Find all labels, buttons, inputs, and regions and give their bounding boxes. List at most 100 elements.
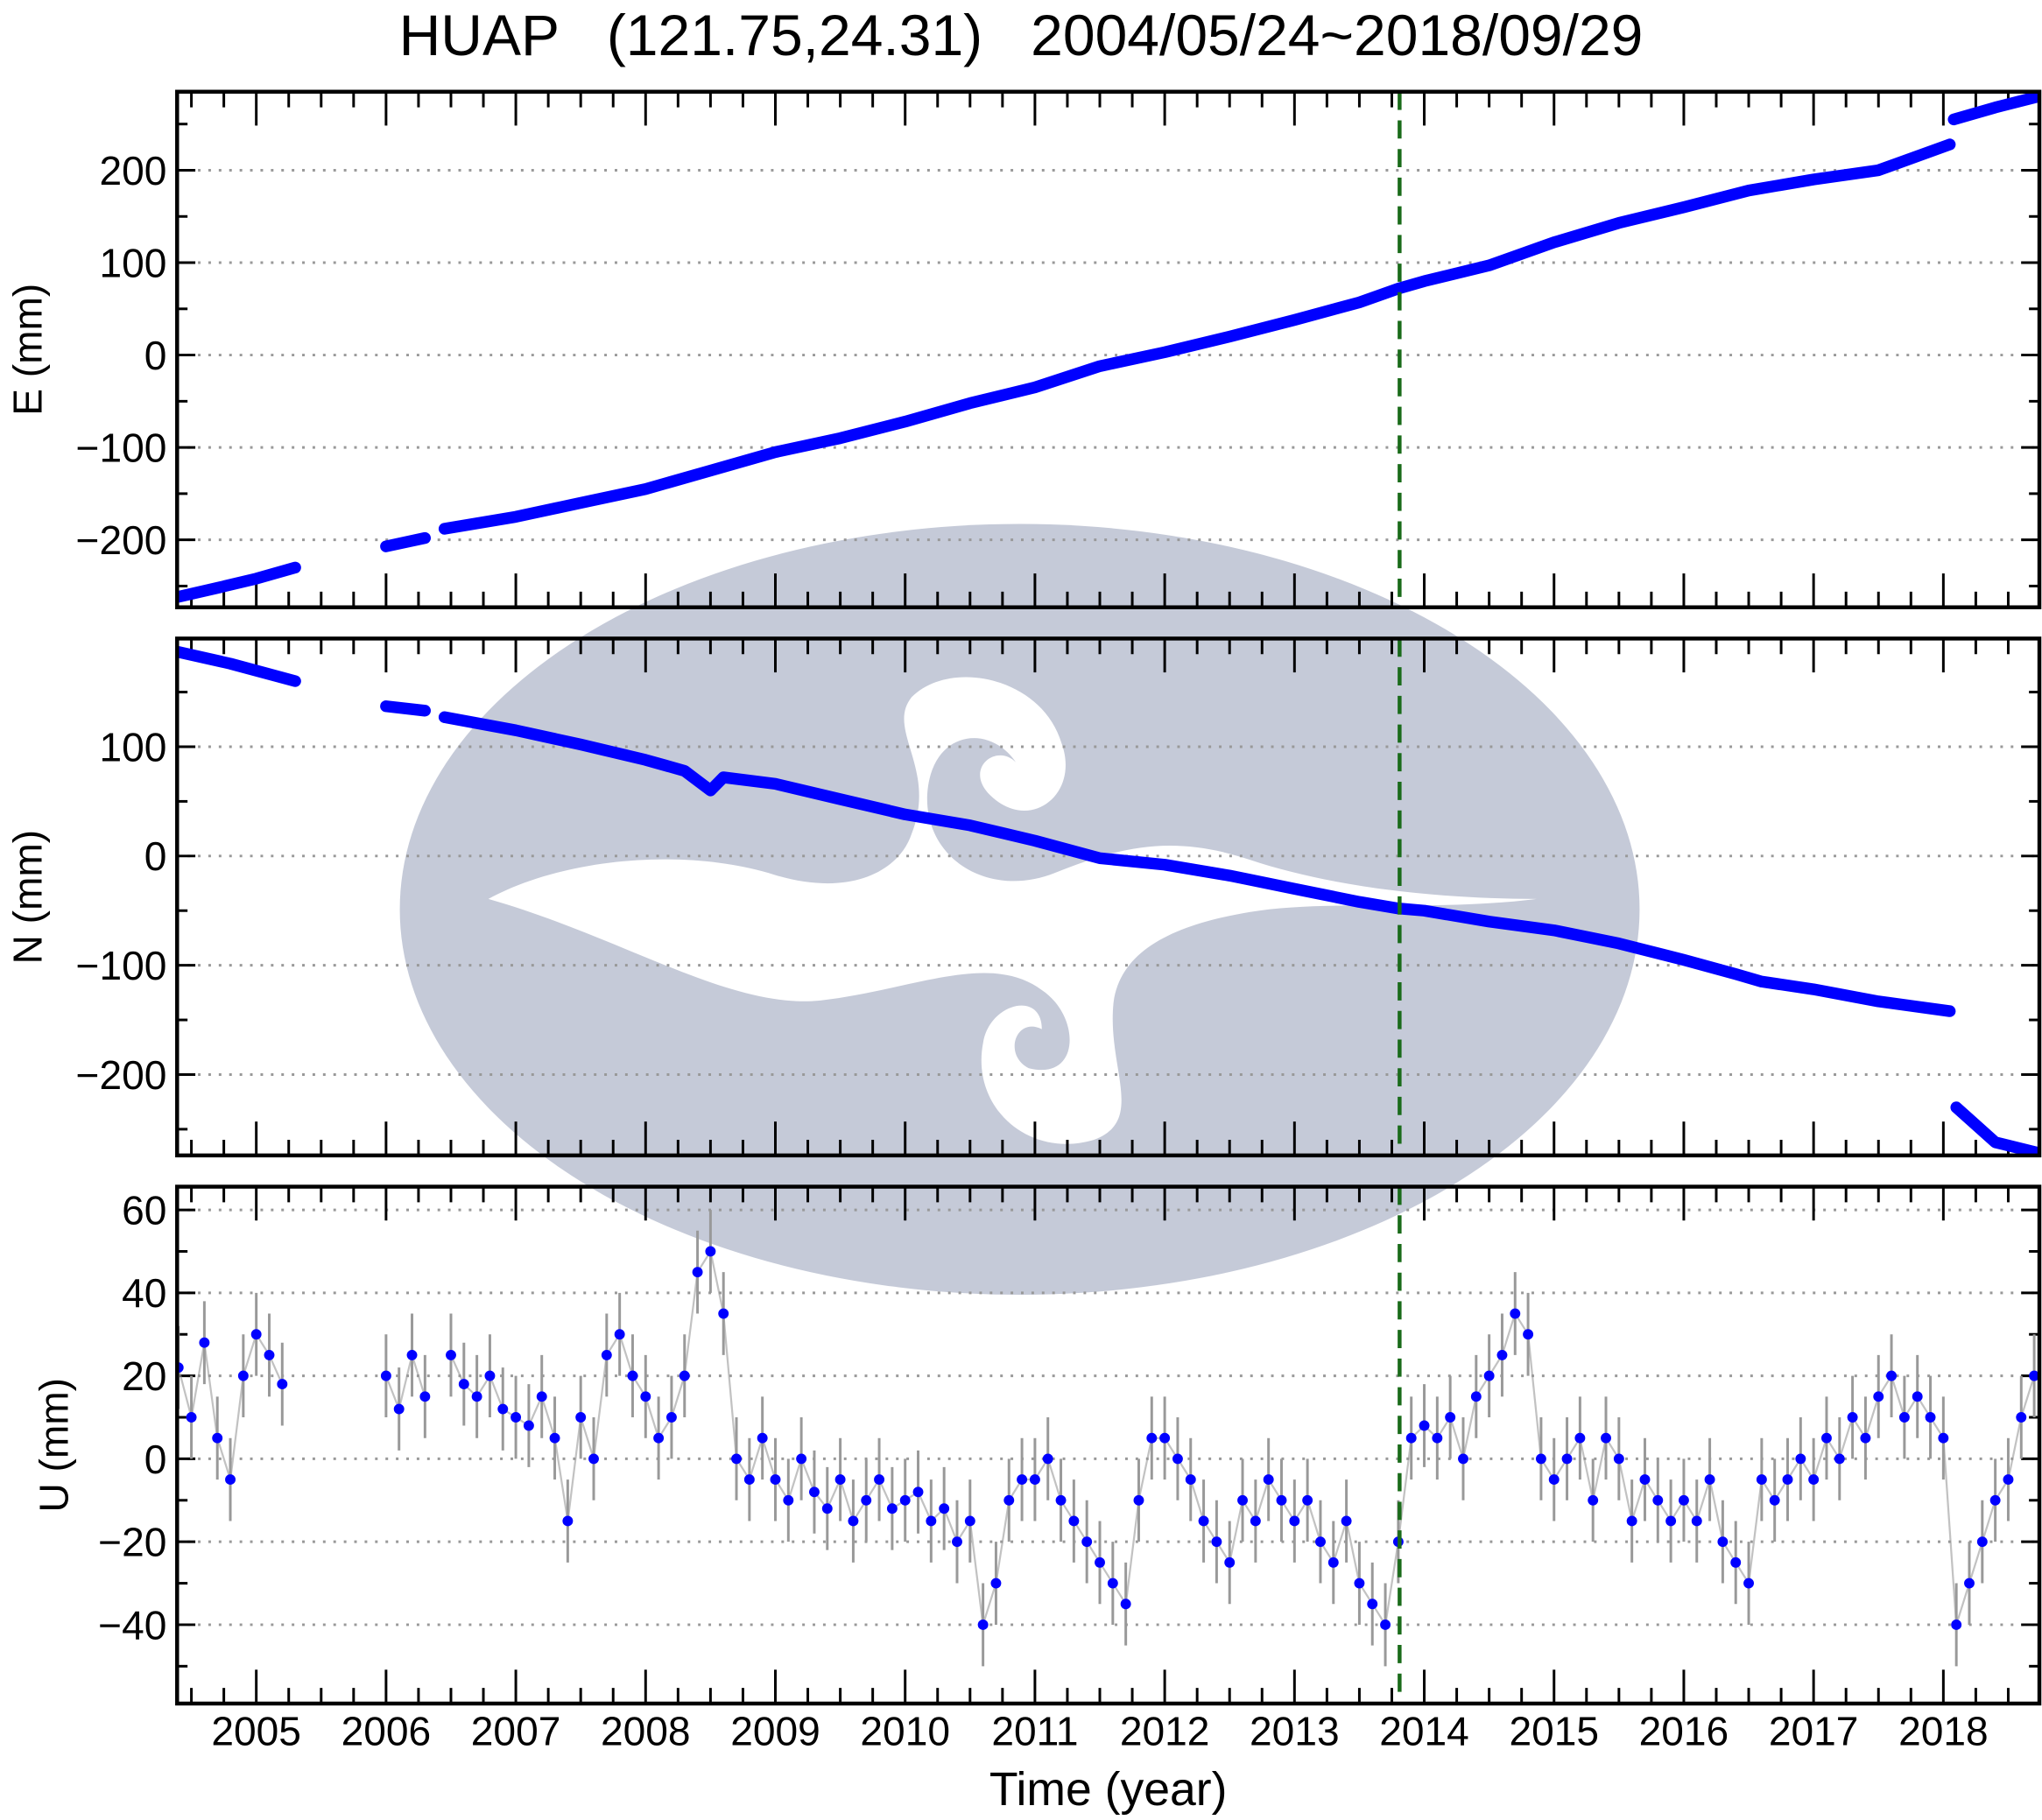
data-point [1172,1453,1183,1465]
x-tick-label: 2007 [471,1709,561,1754]
data-point [562,1515,574,1527]
data-point [446,1349,456,1360]
data-point [186,1412,197,1423]
data-point [1341,1515,1352,1527]
data-point [1964,1578,1975,1589]
x-axis-label: Time (year) [989,1764,1228,1816]
data-point [1588,1494,1599,1506]
chart-title: HUAP (121.75,24.31) 2004/05/24~2018/09/2… [0,2,2042,68]
data-point [1938,1432,1949,1444]
data-points-segment [177,645,301,687]
data-point [964,1515,975,1527]
data-point [1432,1432,1443,1444]
data-point [237,1370,249,1381]
data-point [1834,1453,1845,1465]
data-point [2003,1474,2014,1486]
data-point [990,1578,1002,1589]
data-series-N [177,645,2040,1156]
station-coordinates: (121.75,24.31) [606,3,983,67]
data-point [1081,1536,1093,1548]
data-point [861,1494,872,1506]
data-point [1095,1556,1105,1568]
data-point [497,1403,509,1415]
data-point [1445,1412,1456,1423]
data-point [1354,1578,1365,1589]
data-point [1458,1453,1468,1465]
x-tick-label: 2012 [1120,1709,1210,1754]
data-point [1146,1432,1158,1444]
data-point [665,1412,677,1423]
data-point [1055,1494,1067,1506]
data-point [718,1308,729,1319]
data-point [199,1337,210,1348]
plot-frame [175,1184,2042,1706]
data-point [614,1329,625,1340]
data-point [1626,1515,1637,1527]
data-point [264,1349,275,1360]
data-point [640,1391,651,1402]
data-point [1496,1349,1508,1360]
data-points-segment [438,711,1956,1017]
data-point [1029,1474,1040,1486]
data-point [770,1474,781,1486]
data-point [601,1349,612,1360]
data-point [393,1403,405,1415]
data-point [796,1453,807,1465]
data-point [1639,1474,1651,1486]
plot-frame [175,89,2042,609]
data-point [1691,1515,1702,1527]
data-point [1367,1599,1378,1610]
data-point [1276,1494,1287,1506]
data-point [899,1494,911,1506]
data-point [1847,1412,1858,1423]
data-point [380,1370,391,1381]
y-tick-label: −100 [76,425,167,470]
data-point [1704,1474,1715,1486]
data-point [1405,1432,1417,1444]
data-points-segment [438,138,1956,535]
data-point [731,1453,742,1465]
x-tick-label: 2015 [1509,1709,1599,1754]
y-tick-label: 0 [144,1437,167,1482]
date-range: 2004/05/24~2018/09/29 [1031,3,1644,67]
plot-frame [175,636,2042,1158]
data-point [757,1432,768,1444]
y-tick-label: −40 [98,1602,166,1648]
data-point [1898,1412,1910,1423]
data-point [834,1474,846,1486]
data-point [1133,1494,1144,1506]
data-point [1068,1515,1080,1527]
data-point [1782,1474,1793,1486]
trace-line [384,1351,426,1413]
data-point [225,1474,236,1486]
panel-N: −200 −100 0 100 N (mm) [5,636,2042,1158]
data-point [1380,1619,1391,1630]
data-point [1419,1420,1430,1431]
x-tick-label: 2011 [991,1709,1078,1754]
data-point [1470,1391,1482,1402]
data-point [458,1379,469,1390]
data-point [549,1432,560,1444]
data-point [1912,1391,1923,1402]
y-axis-label: E (mm) [5,284,51,416]
data-point [1224,1556,1236,1568]
data-series-E [177,91,2040,603]
data-point [1185,1474,1196,1486]
data-point [1302,1494,1313,1506]
data-point [705,1246,716,1257]
data-point [952,1536,962,1548]
data-point [1873,1391,1884,1402]
data-point [743,1474,755,1486]
data-point [419,1391,431,1402]
data-point [886,1503,898,1514]
data-point [1263,1474,1274,1486]
data-point [1315,1536,1326,1548]
data-point [471,1391,482,1402]
x-tick-label: 2013 [1250,1709,1340,1754]
y-axis-label: N (mm) [5,830,51,965]
data-point [939,1503,950,1514]
x-tick-label: 2016 [1639,1709,1729,1754]
data-points-segment [1947,91,2040,126]
data-point [679,1370,690,1381]
data-point [588,1453,599,1465]
